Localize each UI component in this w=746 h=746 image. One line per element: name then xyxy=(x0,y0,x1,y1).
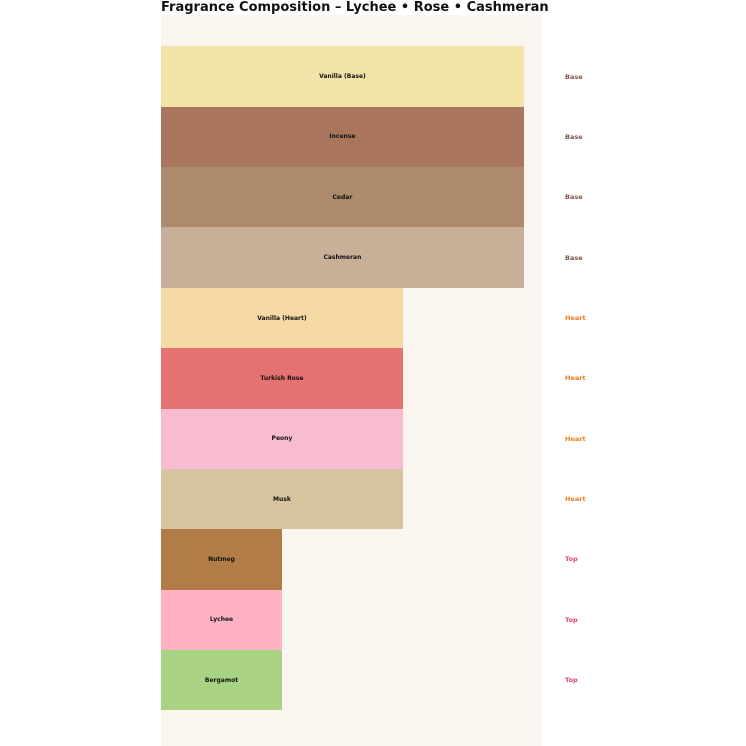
tier-label: Heart xyxy=(565,314,586,322)
bar-label: Lychee xyxy=(209,616,234,624)
tier-label: Base xyxy=(565,193,583,202)
bar-label: Peony xyxy=(271,435,293,443)
tier-label: Heart xyxy=(565,374,586,383)
tier-label: Base xyxy=(565,72,583,81)
tier-label: Top xyxy=(565,555,578,564)
fragrance-bar: Cashmeran xyxy=(161,227,524,288)
tier-label: Top xyxy=(565,676,578,685)
bar-label: Vanilla (Base) xyxy=(319,73,366,81)
fragrance-bar: Peony xyxy=(161,408,403,469)
chart-title: Fragrance Composition – Lychee • Rose • … xyxy=(161,0,549,15)
fragrance-bar: Vanilla (Base) xyxy=(161,46,524,107)
tier-label: Base xyxy=(565,253,583,262)
tier-label: Top xyxy=(565,615,578,624)
bar-label: Musk xyxy=(273,495,291,503)
bar-label: Turkish Rose xyxy=(260,374,304,382)
tier-label: Heart xyxy=(565,434,586,443)
bar-label: Bergamot xyxy=(204,676,239,684)
fragrance-bar: Musk xyxy=(161,468,403,530)
fragrance-bar: Bergamot xyxy=(161,650,282,711)
bar-label: Nutmeg xyxy=(208,555,235,563)
fragrance-bar: Turkish Rose xyxy=(161,348,403,409)
tier-label: Heart xyxy=(565,495,586,504)
fragrance-bar: Lychee xyxy=(161,589,282,650)
fragrance-bar: Nutmeg xyxy=(161,529,282,590)
fragrance-bar: Vanilla (Heart) xyxy=(161,287,403,349)
bar-label: Vanilla (Heart) xyxy=(257,314,307,322)
fragrance-bar: Cedar xyxy=(161,167,524,228)
bar-label: Cashmeran xyxy=(323,254,362,262)
fragrance-bar: Incense xyxy=(161,106,524,168)
tier-label: Base xyxy=(565,132,583,141)
bar-label: Incense xyxy=(329,133,356,141)
bar-label: Cedar xyxy=(332,193,353,201)
